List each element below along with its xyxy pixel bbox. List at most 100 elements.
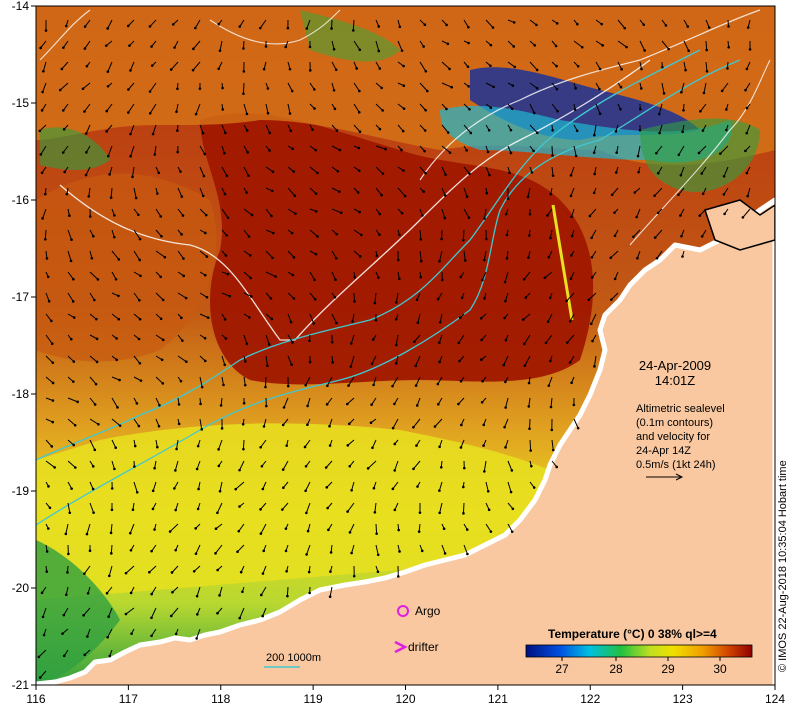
velocity-arrow — [215, 544, 223, 554]
velocity-arrow — [655, 145, 663, 154]
velocity-arrow-head — [440, 237, 443, 241]
velocity-arrow — [243, 208, 253, 216]
velocity-arrow-head — [462, 238, 465, 242]
velocity-arrow-head — [161, 382, 165, 385]
credit-text: © IMOS 22-Aug-2018 10:35:04 Hobart time — [777, 460, 789, 672]
velocity-arrow-head — [655, 256, 659, 260]
velocity-arrow-head — [86, 591, 90, 595]
velocity-arrow — [221, 208, 229, 219]
velocity-arrow — [221, 166, 228, 177]
velocity-arrow — [419, 229, 422, 240]
velocity-arrow — [463, 124, 472, 134]
velocity-arrow — [309, 292, 316, 300]
velocity-arrow-head — [378, 127, 382, 131]
velocity-arrow-head — [346, 402, 349, 406]
velocity-arrow — [235, 481, 245, 490]
velocity-arrow-head — [128, 531, 132, 535]
velocity-arrow-head — [259, 26, 262, 30]
velocity-arrow — [463, 208, 470, 218]
velocity-arrow-head — [218, 489, 222, 493]
velocity-arrow — [304, 439, 311, 448]
velocity-arrow — [133, 250, 141, 261]
velocity-arrow — [654, 187, 663, 197]
velocity-arrow-head — [511, 507, 515, 511]
velocity-arrow-head — [643, 49, 646, 52]
velocity-arrow — [367, 460, 377, 469]
velocity-arrow-head — [370, 362, 374, 366]
velocity-arrow-head — [246, 151, 249, 154]
velocity-arrow-head — [70, 238, 73, 242]
velocity-arrow-head — [487, 128, 491, 132]
velocity-arrow-head — [91, 487, 95, 491]
velocity-arrow-head — [658, 112, 661, 116]
velocity-arrow-head — [150, 592, 153, 596]
velocity-arrow-head — [414, 364, 418, 368]
velocity-arrow-head — [623, 26, 627, 30]
velocity-arrow — [110, 544, 113, 554]
velocity-arrow-head — [176, 150, 179, 154]
velocity-arrow-head — [129, 548, 133, 552]
velocity-arrow-head — [413, 340, 416, 343]
velocity-arrow — [130, 124, 135, 135]
velocity-arrow-head — [656, 211, 660, 215]
velocity-arrow-head — [398, 25, 402, 29]
velocity-arrow-head — [88, 215, 92, 218]
velocity-arrow-head — [288, 112, 292, 115]
velocity-arrow — [529, 103, 535, 114]
velocity-arrow-head — [600, 22, 604, 26]
velocity-arrow-head — [268, 149, 271, 152]
velocity-arrow — [437, 376, 443, 385]
velocity-arrow — [221, 292, 230, 297]
velocity-arrow — [86, 523, 91, 535]
velocity-arrow — [171, 565, 179, 573]
velocity-arrow-head — [194, 552, 198, 556]
velocity-arrow-head — [72, 277, 75, 281]
velocity-arrow-head — [489, 530, 493, 533]
velocity-arrow-head — [133, 465, 136, 468]
velocity-arrow-head — [239, 570, 243, 574]
velocity-arrow-head — [313, 88, 316, 91]
velocity-arrow-head — [95, 360, 99, 364]
velocity-arrow-head — [722, 193, 726, 196]
velocity-arrow-head — [305, 511, 308, 515]
velocity-arrow-head — [217, 67, 220, 71]
velocity-arrow-head — [205, 295, 209, 299]
velocity-arrow-head — [314, 192, 318, 195]
velocity-arrow-head — [334, 278, 337, 282]
velocity-arrow-head — [508, 171, 511, 175]
velocity-arrow — [264, 376, 267, 387]
velocity-arrow — [394, 460, 399, 471]
velocity-arrow-head — [203, 273, 207, 277]
velocity-arrow-head — [394, 317, 398, 321]
velocity-arrow — [570, 166, 575, 176]
velocity-arrow — [439, 502, 443, 513]
velocity-arrow-head — [438, 360, 441, 364]
velocity-arrow — [529, 19, 537, 26]
velocity-arrow — [67, 229, 72, 240]
coastal-islands — [704, 199, 775, 251]
velocity-arrow — [67, 502, 71, 513]
velocity-arrow-head — [156, 445, 159, 449]
velocity-arrow-head — [468, 172, 471, 175]
x-tick-label: 120 — [395, 692, 415, 706]
velocity-arrow-head — [223, 192, 227, 196]
velocity-arrow-head — [84, 132, 88, 135]
velocity-arrow — [636, 208, 641, 218]
velocity-arrow-head — [61, 109, 65, 112]
velocity-arrow-head — [128, 44, 131, 47]
velocity-arrow-head — [528, 427, 531, 431]
velocity-arrow-head — [509, 490, 513, 494]
velocity-arrow-head — [107, 574, 111, 578]
velocity-arrow-head — [349, 365, 353, 368]
velocity-arrow-head — [131, 508, 135, 512]
velocity-arrow-head — [350, 551, 353, 555]
velocity-arrow — [352, 19, 355, 31]
velocity-arrow-head — [574, 154, 578, 158]
velocity-arrow — [309, 166, 318, 174]
velocity-arrow-head — [458, 359, 461, 363]
velocity-arrow-head — [40, 171, 44, 175]
velocity-arrow — [548, 376, 553, 386]
velocity-arrow-head — [245, 191, 248, 194]
velocity-arrow — [45, 460, 55, 468]
velocity-arrow-head — [614, 130, 618, 133]
